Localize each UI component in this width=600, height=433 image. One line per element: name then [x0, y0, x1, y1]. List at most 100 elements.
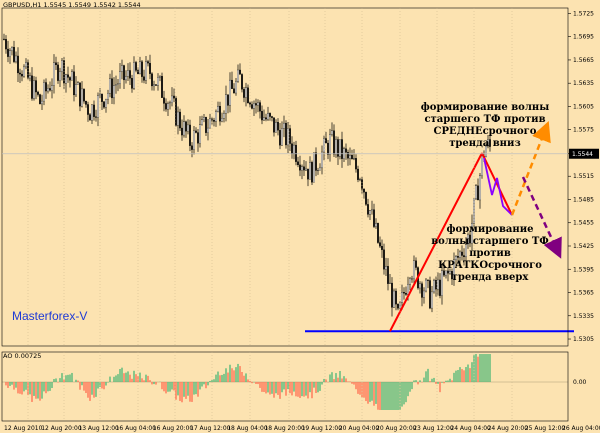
candle-body	[29, 75, 31, 79]
price-pane-frame	[1, 7, 569, 347]
candle-body	[7, 48, 9, 57]
candle-body	[171, 95, 173, 103]
time-tick-label: 20 Aug 20:00	[376, 425, 417, 432]
candle-body	[195, 130, 197, 133]
candle-body	[325, 138, 327, 144]
candle-body	[241, 74, 243, 90]
candle-body	[9, 50, 11, 57]
candle-body	[329, 134, 331, 155]
ao-tick-label: 0.00	[573, 379, 587, 386]
candle-body	[231, 79, 233, 89]
candle-body	[121, 65, 123, 72]
candle-body	[201, 119, 203, 125]
candle-body	[351, 155, 353, 160]
candle-body	[131, 78, 133, 89]
candle-body	[87, 104, 89, 115]
candle-body	[57, 64, 59, 81]
candle-body	[165, 103, 167, 110]
candle-body	[313, 152, 315, 183]
candle-body	[447, 270, 449, 274]
candle-body	[309, 162, 311, 180]
candle-body	[427, 279, 429, 281]
price-tick-label: 1.5455	[573, 220, 594, 227]
candle-body	[485, 145, 487, 158]
candle-body	[253, 103, 255, 109]
candle-body	[177, 111, 179, 126]
candle-body	[481, 155, 483, 176]
candle-body	[391, 282, 393, 308]
candle-body	[43, 82, 45, 102]
price-tick-label: 1.5605	[573, 103, 594, 110]
candle-body	[285, 122, 287, 146]
candle-body	[475, 185, 477, 200]
candle-body	[141, 61, 143, 77]
candle-body	[479, 175, 481, 201]
time-tick-label: 26 Aug 04:00	[562, 425, 600, 432]
candle-body	[335, 139, 337, 155]
candle-body	[461, 251, 463, 256]
candle-body	[315, 152, 317, 171]
candle-body	[419, 283, 421, 289]
candle-body	[145, 61, 147, 81]
candle-body	[157, 77, 159, 86]
candle-body	[85, 101, 87, 105]
candle-body	[151, 73, 153, 87]
candle-body	[53, 62, 55, 86]
candle-body	[437, 279, 439, 290]
candle-body	[209, 118, 211, 129]
time-tick-label: 24 Aug 20:00	[488, 425, 529, 432]
candle-body	[163, 97, 165, 104]
symbol-line: GBPUSD,H1 1.5545 1.5549 1.5542 1.5544	[3, 1, 141, 9]
candle-body	[213, 119, 215, 122]
candle-body	[473, 198, 475, 224]
candle-body	[55, 62, 57, 66]
candle-body	[403, 292, 405, 294]
candle-body	[371, 209, 373, 211]
time-tick-label: 18 Aug 04:00	[227, 425, 268, 432]
overlay	[305, 121, 574, 333]
candle-body	[221, 118, 223, 122]
candle-body	[421, 283, 423, 298]
candle-body	[193, 130, 195, 150]
current-price-box	[569, 148, 599, 159]
candle-body	[303, 166, 305, 171]
price-tick-label: 1.5725	[573, 10, 594, 17]
candle-body	[283, 122, 285, 129]
candle-body	[453, 259, 455, 280]
candle-body	[69, 77, 71, 81]
candle-body	[39, 94, 41, 105]
ao-histogram	[2, 354, 568, 410]
candle-body	[3, 38, 5, 40]
candle-body	[109, 78, 111, 94]
candle-body	[103, 101, 105, 108]
candle-body	[267, 113, 269, 120]
candle-body	[75, 84, 77, 96]
candle-body	[77, 82, 79, 85]
candle-body	[167, 103, 169, 110]
candle-body	[339, 139, 341, 157]
candle-body	[197, 132, 199, 144]
candle-body	[25, 62, 27, 68]
candle-body	[135, 62, 137, 71]
candle-body	[159, 76, 161, 78]
candle-body	[81, 88, 83, 107]
candle-body	[137, 70, 139, 75]
candle-body	[287, 128, 289, 146]
candle-body	[45, 82, 47, 92]
candle-body	[15, 55, 17, 62]
candle-body	[51, 85, 53, 91]
candle-body	[71, 71, 73, 81]
candle-body	[377, 223, 379, 243]
price-tick-label: 1.5665	[573, 57, 594, 64]
candle-body	[263, 117, 265, 121]
candle-body	[41, 100, 43, 105]
candle-body	[203, 117, 205, 120]
candle-body	[139, 61, 141, 75]
wave-up-line	[389, 152, 483, 332]
candle-body	[445, 270, 447, 276]
time-tick-label: 18 Aug 20:00	[264, 425, 305, 432]
watermark: Masterforex-V	[12, 309, 88, 323]
candle-body	[217, 106, 219, 112]
candle-body	[423, 290, 425, 298]
